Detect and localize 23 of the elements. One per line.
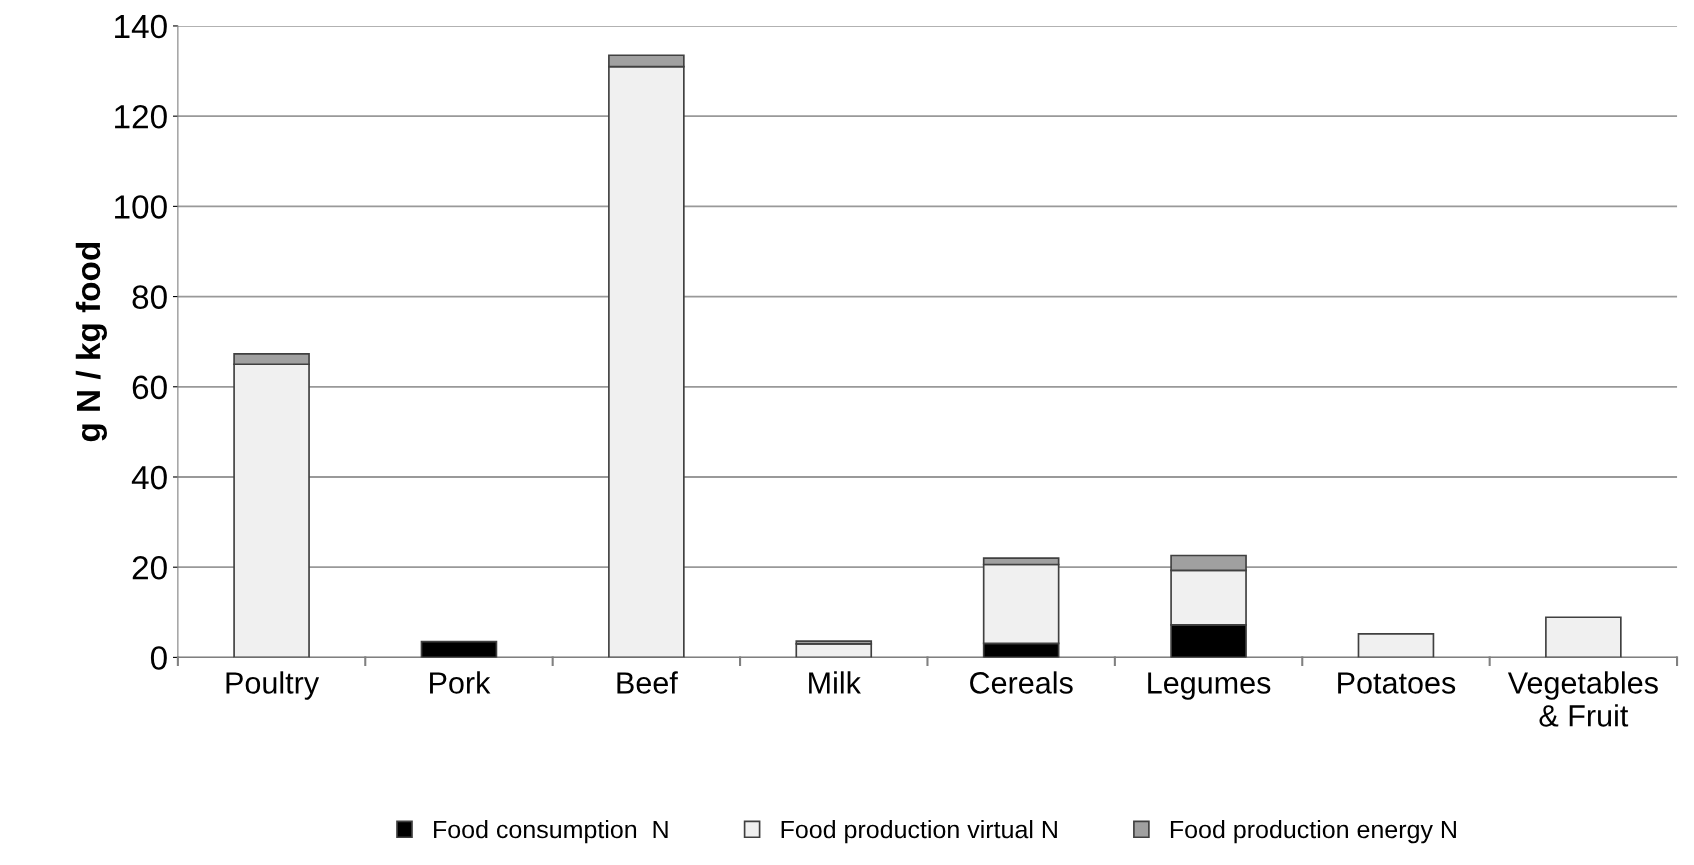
y-tick-label: 40 xyxy=(131,465,167,490)
y-tick-label: 80 xyxy=(132,285,167,309)
x-tick-label: Cereals xyxy=(970,671,1073,694)
y-tick-label: 140 xyxy=(115,14,167,39)
x-tick-label: Pork xyxy=(430,671,491,694)
x-tick-label: Vegetables & Fruit xyxy=(1507,671,1658,727)
bar xyxy=(1545,616,1622,658)
x-tick-label: Potatoes xyxy=(1338,672,1456,694)
y-axis-title: g N / kg food xyxy=(75,242,107,442)
y-tick-label: 60 xyxy=(132,375,167,400)
x-tick-label: Legumes xyxy=(1148,672,1271,700)
y-tick-label: 20 xyxy=(132,555,167,580)
bar xyxy=(420,640,498,658)
legend-label: Food consumption N xyxy=(434,819,668,844)
legend-label: Food production virtual N xyxy=(781,819,1057,844)
x-tick-label: Milk xyxy=(809,671,861,694)
x-tick-label: Poultry xyxy=(226,671,320,700)
y-tick-label: 120 xyxy=(115,104,167,129)
y-tick-label: 100 xyxy=(115,195,167,219)
legend-label: Food production energy N xyxy=(1170,819,1456,844)
bar xyxy=(1357,633,1435,658)
y-tick-label: 0 xyxy=(150,646,167,670)
x-tick-label: Beef xyxy=(617,671,678,694)
